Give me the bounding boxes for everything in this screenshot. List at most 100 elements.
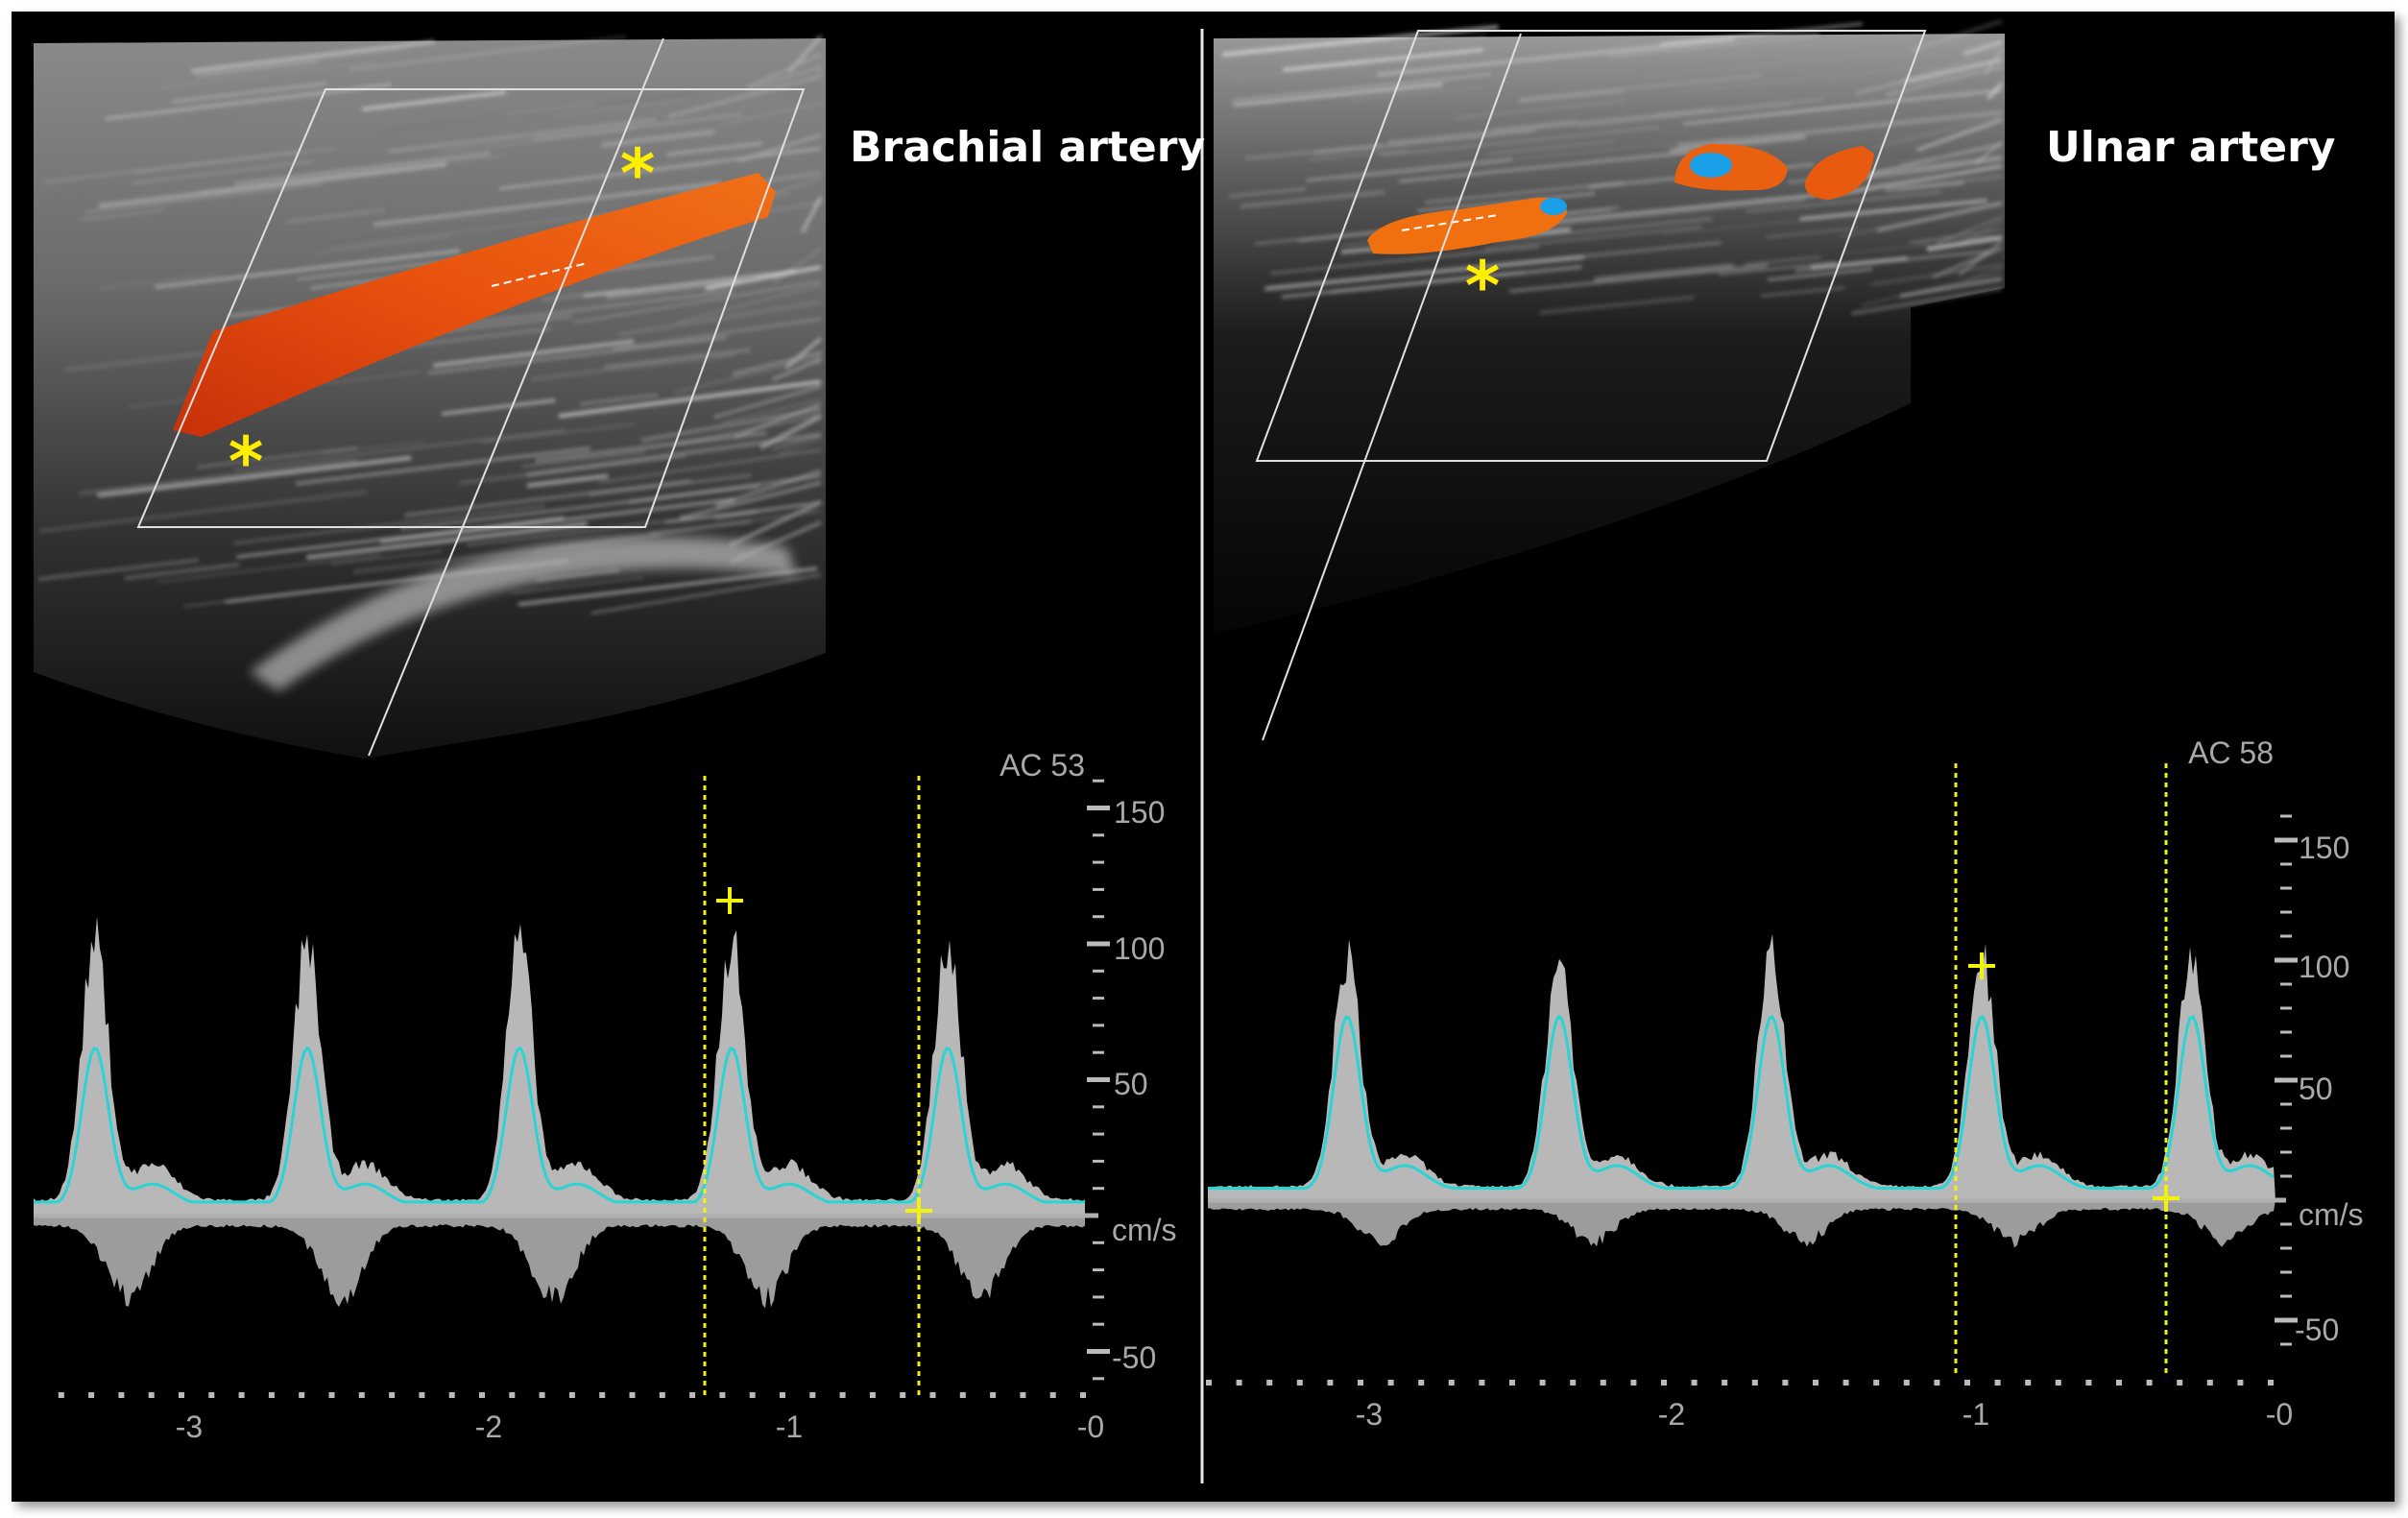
time-axis-tick [1266,1380,1273,1385]
time-axis-tick [1418,1380,1425,1385]
time-axis-tick [1296,1380,1303,1385]
tissue-speckle [773,72,822,92]
tissue-speckle [232,504,545,545]
time-axis-tick [2025,1380,2032,1385]
time-tick: -3 [1356,1397,1383,1432]
tissue-speckle [43,151,301,183]
time-axis-tick [1661,1380,1667,1385]
tissue-speckle [559,162,716,185]
time-axis-tick [1630,1380,1637,1385]
reverse-flow-spectrum [34,1216,1085,1309]
time-axis-tick [1448,1380,1455,1385]
tissue-speckle [39,490,368,534]
time-axis-tick [1206,1380,1212,1385]
time-axis-tick [1964,1380,1970,1385]
tissue-speckle [558,379,822,419]
tissue-speckle [801,196,823,233]
tissue-speckle [296,446,591,486]
tissue-speckle [1376,36,1735,78]
time-axis-tick [1751,1380,1758,1385]
time-axis-tick [780,1392,785,1398]
tissue-speckle [649,519,752,536]
tissue-speckle [1348,85,1484,103]
tissue-speckle [329,208,648,249]
tissue-speckle [232,429,565,471]
tissue-speckle [1929,83,2003,112]
tissue-speckle [815,76,822,101]
time-tick: -2 [475,1410,502,1444]
time-axis-tick [749,1392,756,1398]
tissue-speckle [1799,199,1987,221]
tissue-speckle [1906,58,2003,84]
tissue-speckle [1910,19,2003,53]
tissue-speckle [1876,201,2003,233]
tissue-speckle [79,458,359,495]
velocity-unit: cm/s [1112,1213,1177,1247]
time-axis-tick [1509,1380,1515,1385]
tissue-speckle [1958,240,2003,277]
tissue-speckle [722,398,822,424]
velocity-tick: 50 [2299,1072,2333,1106]
tissue-speckle [1454,99,1625,120]
tissue-speckle [155,249,461,289]
time-axis-tick [568,1392,575,1398]
tissue-speckle [1766,227,1858,239]
mean-velocity-trace [1208,1014,2275,1190]
tissue-speckle [1842,244,1930,255]
velocity-tick: -50 [2295,1313,2339,1347]
tissue-speckle [1964,266,2003,281]
tissue-speckle [1519,73,1762,102]
time-axis-tick [1934,1380,1940,1385]
time-axis-tick [268,1392,275,1398]
time-axis-tick [1080,1392,1086,1398]
tissue-speckle [779,437,822,456]
tissue-speckle [1640,52,1886,80]
tissue-speckle [1520,199,1806,230]
panel-title: Brachial artery [850,123,1205,172]
time-axis-tick [389,1392,396,1398]
tissue-speckle [1270,245,1539,275]
tissue-speckle [1577,102,1792,129]
tissue-speckle [327,212,518,238]
asterisk-marker: * [229,422,264,501]
tissue-speckle [498,147,822,190]
tissue-speckle [526,432,822,477]
tissue-speckle [1937,216,2003,245]
time-axis-tick [1020,1392,1026,1398]
tissue-speckle [99,271,221,291]
ulnar-bmode-image: * [1214,19,2005,741]
time-axis-tick [2055,1380,2061,1385]
time-axis-tick [900,1392,906,1398]
tissue-speckle [132,146,337,175]
tissue-speckle [330,550,443,566]
tissue-speckle [673,414,822,446]
tissue-speckle [197,446,358,470]
tissue-speckle [1963,39,2003,57]
tissue-speckle [67,122,168,135]
tissue-speckle [1283,47,1483,72]
tissue-speckle [772,357,822,381]
tissue-speckle [518,566,818,607]
time-axis-tick [2146,1380,2153,1385]
tissue-speckle [1898,174,2003,191]
time-axis-tick [238,1392,245,1398]
tissue-speckle [734,402,822,438]
time-axis-tick [208,1392,215,1398]
tissue-speckle [555,98,683,118]
tissue-speckle [322,440,425,455]
tissue-speckle [1445,47,1607,67]
tissue-speckle [97,455,412,498]
tissue-speckle [1850,286,2003,316]
mean-velocity-trace [34,1046,1085,1204]
tissue-speckle [1455,136,1736,166]
ac-label: AC 58 [2188,735,2274,770]
time-axis-tick [659,1392,665,1398]
tissue-speckle [1718,261,1837,276]
tissue-speckle [664,509,758,524]
tissue-speckle [1484,226,1701,250]
time-axis-tick [1842,1380,1849,1385]
tissue-speckle [379,497,734,544]
tissue-speckle [1380,126,1660,157]
tissue-speckle [1493,216,1713,243]
tissue-speckle [617,300,822,337]
